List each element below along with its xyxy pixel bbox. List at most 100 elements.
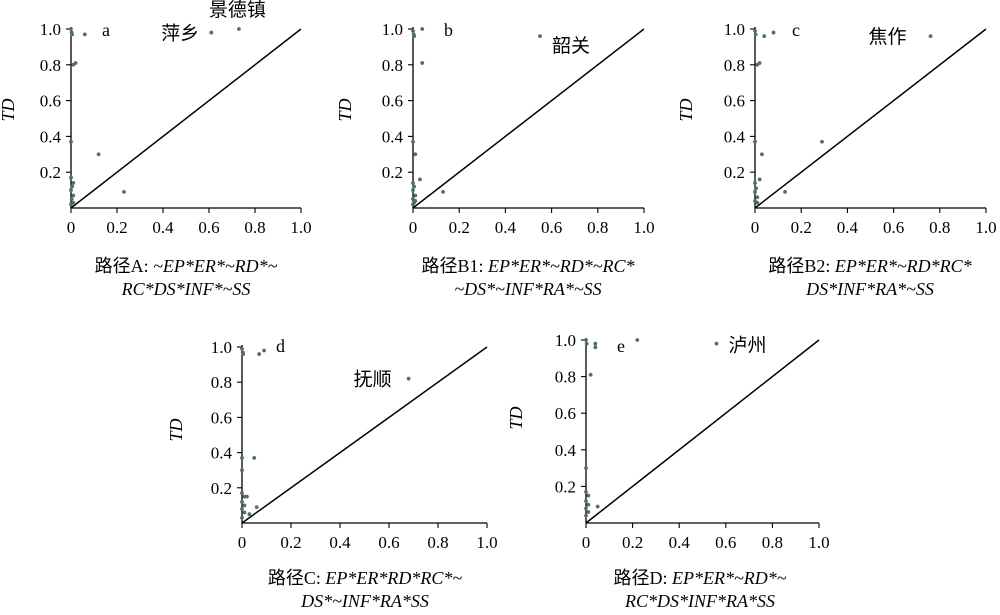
data-point: [241, 352, 246, 356]
x-tick-label: 0: [67, 218, 76, 237]
data-point: [240, 468, 244, 473]
x-tick-label: 0.8: [427, 533, 448, 552]
city-annotation: 韶关: [552, 35, 590, 57]
x-tick-label: 0.4: [329, 533, 351, 552]
y-tick-label: 0.4: [211, 444, 233, 463]
data-point: [242, 503, 247, 508]
data-point: [69, 188, 73, 193]
data-point: [240, 515, 244, 520]
y-axis-label: TD: [0, 98, 18, 121]
y-tick-label: 1.0: [211, 338, 232, 357]
city-annotation: 萍乡: [161, 23, 199, 45]
data-point: [411, 28, 415, 33]
y-axis-label: TD: [335, 98, 355, 121]
data-point: [413, 152, 418, 157]
data-point: [71, 193, 76, 198]
data-point: [69, 27, 73, 31]
x-tick-label: 1.0: [808, 533, 829, 552]
x-tick-label: 0.4: [669, 533, 691, 552]
y-tick-label: 0.8: [211, 373, 232, 392]
scatter-panel-c: 0 0.2 0.4 0.6 0.8 1.0 0.2 0.4 0.6 0.8 1.0 焦作 c TD 路径B2…: [676, 20, 997, 299]
y-tick-label: 1.0: [724, 20, 745, 39]
scatter-panel-d: 0 0.2 0.4 0.6 0.8 1.0 0.2 0.4 0.6 0.8 1.0 抚顺 d TD 路径C:…: [166, 336, 498, 611]
city-annotation: 景德镇: [209, 0, 266, 21]
x-axis-label-formula: ~EP*ER*~RD*~: [153, 256, 277, 276]
y-tick-label: 0.8: [40, 56, 61, 75]
data-point: [928, 34, 933, 39]
y-tick-label: 0.2: [555, 477, 576, 496]
data-point: [262, 348, 266, 353]
data-point: [257, 352, 262, 356]
diagonal-line: [585, 339, 820, 524]
x-tick-label: 0.6: [883, 218, 904, 237]
data-point: [753, 189, 757, 194]
data-point: [584, 513, 588, 518]
data-point: [420, 61, 425, 65]
y-tick-label: 0.4: [724, 127, 746, 146]
diagonal-line: [241, 346, 488, 524]
data-point: [754, 186, 759, 191]
data-point: [254, 505, 259, 510]
data-point: [755, 195, 760, 200]
y-tick-label: 0.6: [724, 92, 745, 111]
x-tick-label: 0.2: [280, 533, 301, 552]
y-tick-label: 1.0: [555, 331, 576, 350]
data-point: [593, 345, 598, 350]
data-point: [783, 189, 787, 194]
data-point: [820, 139, 824, 144]
y-tick-label: 1.0: [40, 20, 61, 39]
data-point: [240, 346, 244, 351]
panel-letter: e: [617, 336, 625, 356]
data-point: [593, 341, 598, 346]
x-tick-label: 0.4: [152, 218, 174, 237]
y-tick-label: 0.2: [724, 163, 745, 182]
y-tick-label: 0.6: [40, 92, 61, 111]
x-tick-label: 0.6: [378, 533, 399, 552]
x-axis-label-line: RC*DS*INF*RA*SS: [624, 591, 775, 611]
data-point: [584, 489, 588, 494]
data-point: [635, 338, 640, 342]
data-point: [240, 499, 244, 504]
x-tick-label: 0.4: [837, 218, 859, 237]
x-tick-label: 1.0: [633, 218, 654, 237]
x-axis-label-formula: RC*DS*INF*RA*SS: [624, 591, 775, 611]
data-point: [70, 184, 75, 189]
x-axis-label-formula: EP*ER*RD*RC*~: [324, 568, 462, 588]
x-tick-label: 0.6: [198, 218, 219, 237]
data-point: [418, 177, 422, 182]
y-tick-label: 1.0: [382, 20, 403, 39]
x-axis-label-prefix: 路径D:: [614, 568, 673, 588]
data-point: [413, 193, 418, 198]
data-point: [96, 152, 101, 157]
city-annotation: 焦作: [869, 26, 907, 48]
x-axis-label-line: RC*DS*INF*~SS: [121, 279, 251, 299]
diagonal-line: [754, 28, 987, 209]
data-point: [714, 341, 719, 346]
x-axis-label-formula: EP*ER*~RD*RC*: [834, 256, 972, 276]
data-point: [411, 181, 415, 185]
x-axis-label-formula: DS*~INF*RA*SS: [300, 591, 429, 611]
x-axis-label-formula: DS*INF*RA*~SS: [805, 279, 934, 299]
x-tick-label: 0.2: [622, 533, 643, 552]
x-axis-label-line: ~DS*~INF*RA*~SS: [454, 279, 601, 299]
panel-letter: a: [102, 20, 110, 40]
data-point: [242, 510, 247, 515]
y-tick-label: 0.6: [382, 92, 403, 111]
x-tick-label: 0: [238, 533, 247, 552]
data-point: [237, 27, 241, 31]
data-point: [411, 139, 415, 144]
x-tick-label: 0.2: [791, 218, 812, 237]
data-point: [412, 34, 417, 39]
data-point: [240, 455, 244, 460]
x-axis-label-prefix: 路径A:: [95, 256, 154, 276]
x-axis-label-line: DS*~INF*RA*SS: [300, 591, 429, 611]
data-point: [240, 507, 244, 511]
x-tick-label: 0.2: [449, 218, 470, 237]
x-tick-label: 0: [582, 533, 591, 552]
x-tick-label: 0.6: [541, 218, 562, 237]
x-tick-label: 0.8: [929, 218, 950, 237]
scatter-panel-b: 0 0.2 0.4 0.6 0.8 1.0 0.2 0.4 0.6 0.8 1.0 韶关 b TD 路径B1…: [335, 20, 655, 299]
x-axis-label-line: DS*INF*RA*~SS: [805, 279, 934, 299]
panel-letter: b: [444, 20, 453, 40]
